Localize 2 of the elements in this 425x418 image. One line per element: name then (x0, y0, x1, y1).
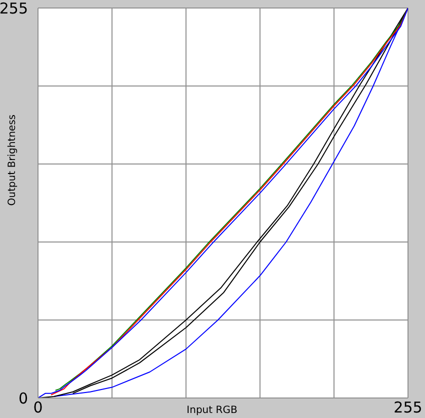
x-axis-title: Input RGB (186, 405, 238, 416)
y-axis-title: Output Brightness (6, 114, 18, 206)
